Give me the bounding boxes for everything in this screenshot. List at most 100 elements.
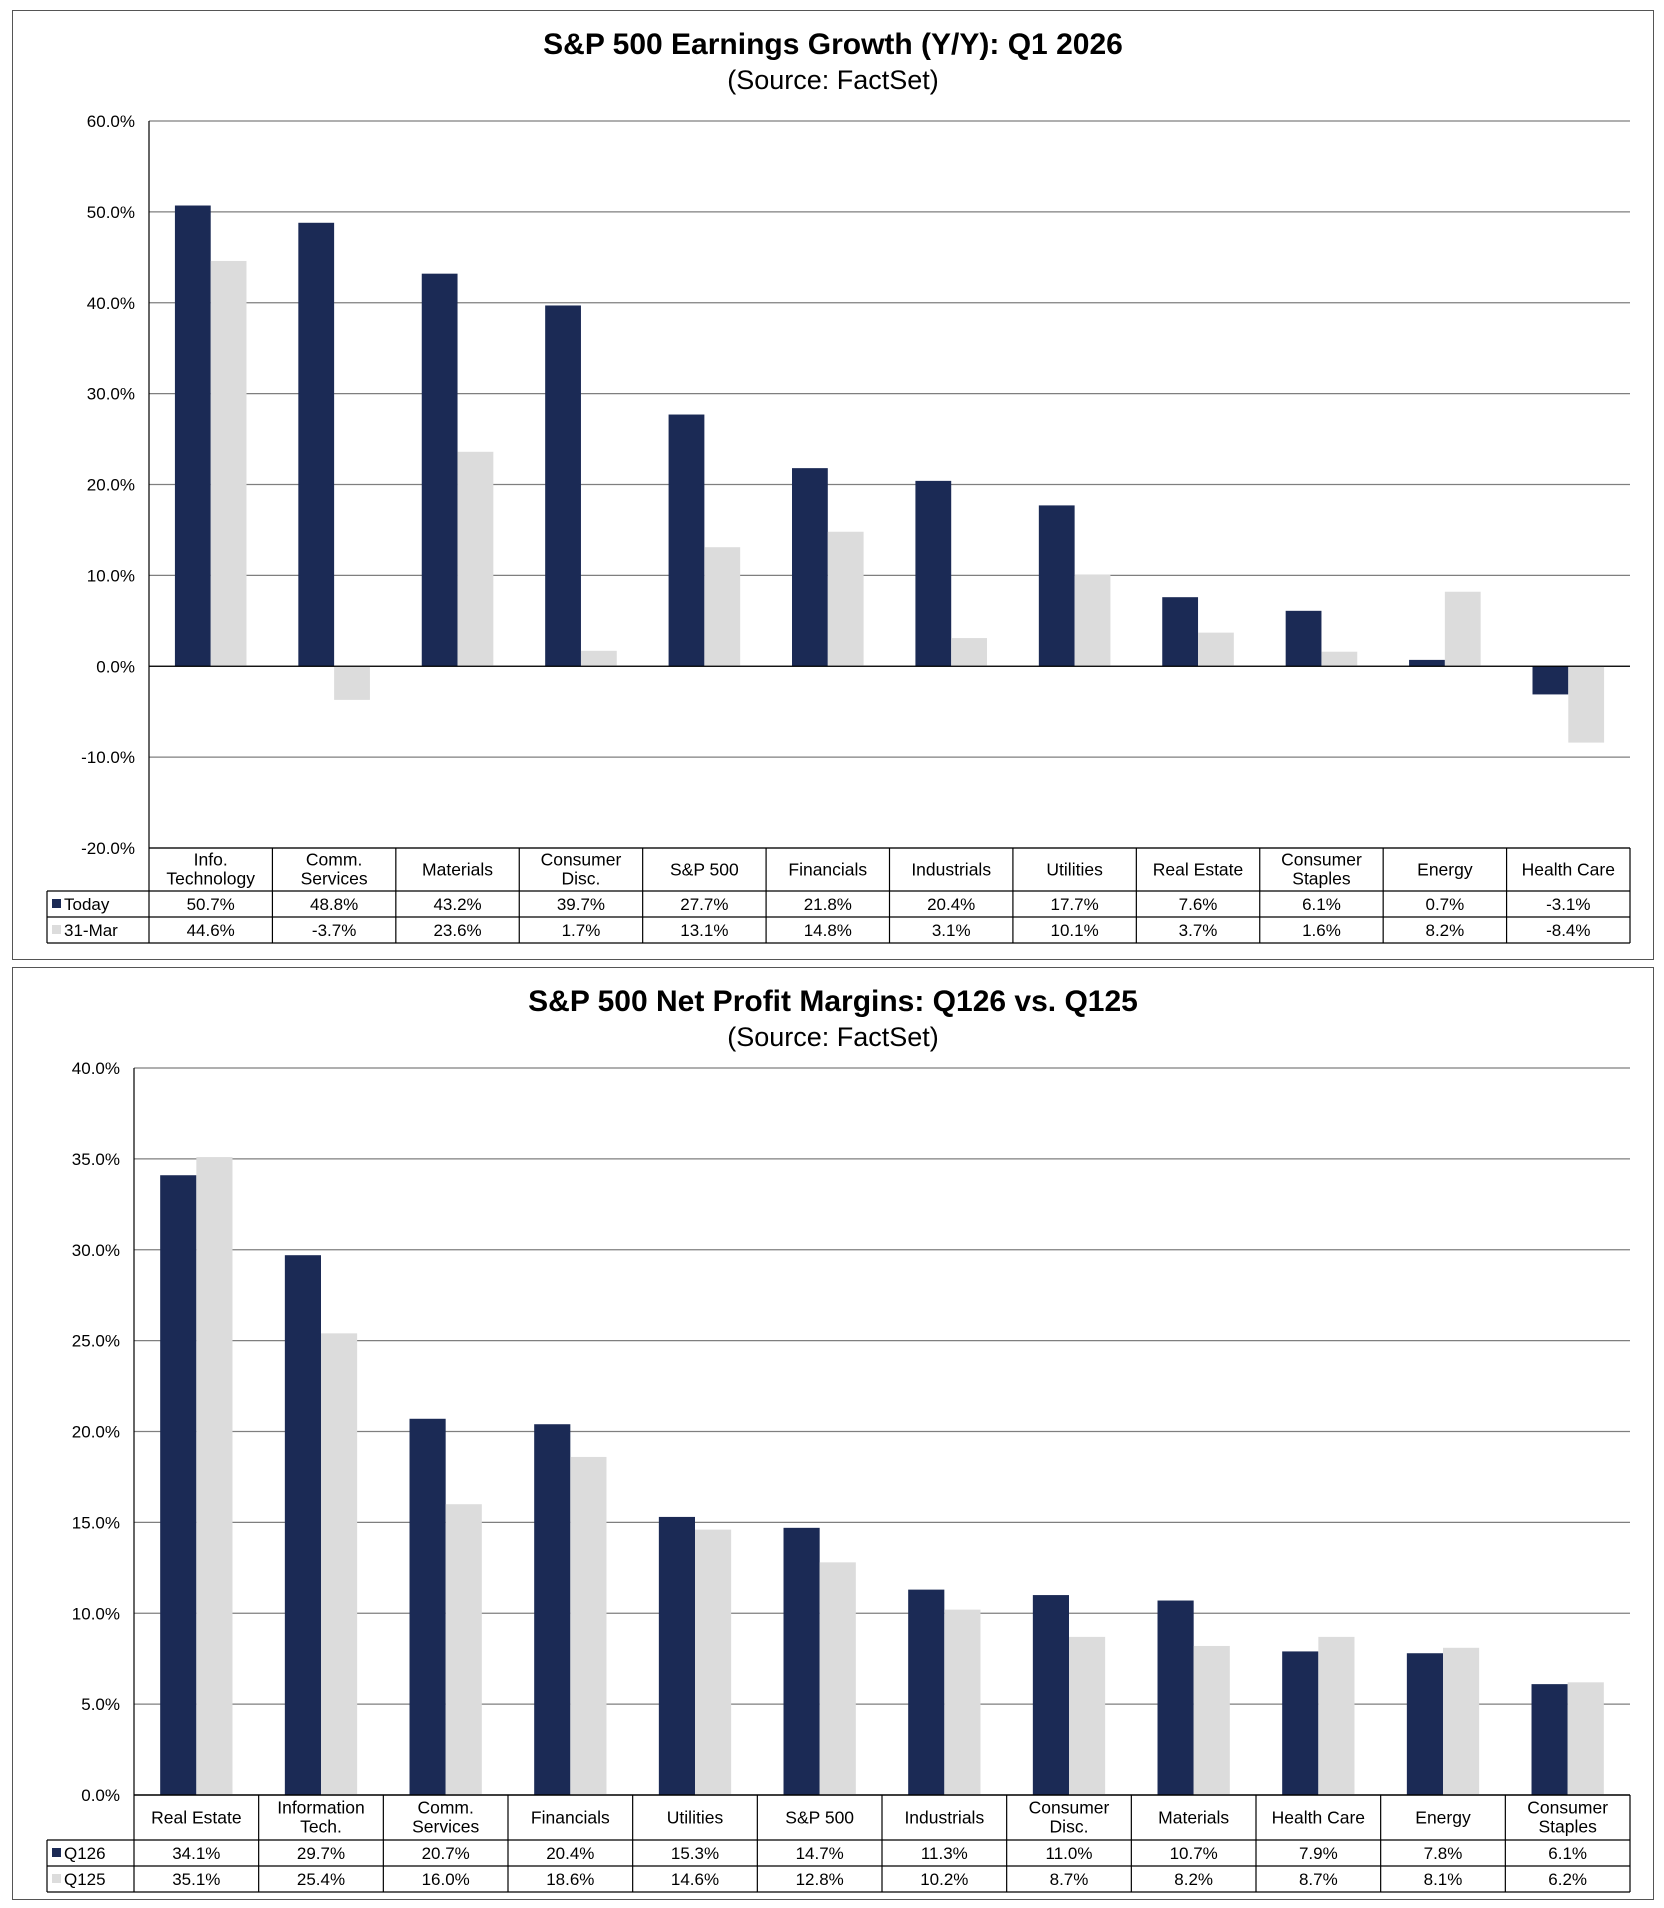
category-label: Industrials (911, 860, 991, 880)
category-label: Comm. (417, 1798, 473, 1818)
bar-series1 (409, 1418, 446, 1795)
data-table-value: 39.7% (557, 895, 605, 914)
category-label: Services (412, 1817, 479, 1837)
bar-series2 (570, 1456, 607, 1795)
data-table-value: 48.8% (310, 895, 358, 914)
data-table-value: 14.6% (671, 1870, 719, 1889)
y-tick-label: 10.0% (72, 1604, 120, 1623)
bar-series2 (819, 1562, 856, 1795)
category-label: Financials (788, 860, 867, 880)
chart-subtitle: (Source: FactSet) (727, 65, 939, 95)
data-table-value: -8.4% (1546, 921, 1590, 940)
bar-series2 (944, 1609, 981, 1795)
data-table-value: 8.1% (1424, 1870, 1463, 1889)
data-table-value: 43.2% (433, 895, 481, 914)
legend-series-name: Q125 (64, 1870, 106, 1889)
bar-series1 (658, 1516, 695, 1795)
y-tick-label: 40.0% (87, 294, 135, 313)
data-table-value: 10.1% (1051, 921, 1099, 940)
category-label: Information (277, 1798, 365, 1818)
data-table-value: 20.7% (422, 1844, 470, 1863)
legend-series-name: 31-Mar (64, 921, 118, 940)
data-table-value: 23.6% (433, 921, 481, 940)
y-tick-label: -20.0% (81, 839, 135, 858)
data-table-value: 8.7% (1299, 1870, 1338, 1889)
category-label: Energy (1417, 860, 1473, 880)
category-label: Real Estate (1153, 860, 1243, 880)
category-label: Staples (1538, 1817, 1597, 1837)
data-table-value: -3.7% (312, 921, 356, 940)
bar-series2 (1069, 1636, 1106, 1795)
data-table-value: 11.0% (1046, 1844, 1093, 1863)
y-tick-label: 60.0% (87, 112, 135, 131)
y-tick-label: 20.0% (72, 1423, 120, 1442)
data-table-value: 20.4% (927, 895, 975, 914)
category-label: Consumer (1527, 1798, 1608, 1818)
y-tick-label: 50.0% (87, 203, 135, 222)
data-table-value: 1.7% (562, 921, 601, 940)
category-label: Staples (1292, 869, 1351, 889)
data-table-value: 35.1% (172, 1870, 220, 1889)
bar-series1 (1285, 610, 1322, 667)
category-label: Disc. (1050, 1817, 1089, 1837)
data-table-value: 18.6% (546, 1870, 594, 1889)
bar-series2 (457, 451, 494, 667)
y-tick-label: 5.0% (81, 1695, 120, 1714)
bar-series1 (1162, 597, 1199, 667)
bar-series1 (545, 305, 581, 667)
data-table-value: 0.7% (1426, 895, 1465, 914)
legend-key-series2 (52, 1874, 61, 1883)
data-table-value: 16.0% (422, 1870, 470, 1889)
bar-series1 (534, 1424, 571, 1795)
bar-series1 (792, 468, 828, 667)
bar-series1 (298, 222, 335, 667)
y-tick-label: 10.0% (87, 566, 135, 585)
chart-title: S&P 500 Net Profit Margins: Q126 vs. Q12… (528, 985, 1138, 1018)
data-table-value: 10.7% (1170, 1844, 1218, 1863)
bar-series1 (160, 1175, 197, 1795)
bar-series1 (1282, 1651, 1319, 1795)
category-label: Consumer (1281, 850, 1362, 870)
y-tick-label: 35.0% (72, 1150, 120, 1169)
data-table-value: 44.6% (187, 921, 235, 940)
y-tick-label: 30.0% (72, 1241, 120, 1260)
data-table-value: 8.7% (1050, 1870, 1089, 1889)
category-label: Industrials (904, 1808, 984, 1828)
bar-series1 (1409, 659, 1445, 667)
data-table-value: 10.2% (920, 1870, 968, 1889)
y-tick-label: 25.0% (72, 1332, 120, 1351)
bar-series1 (668, 414, 705, 667)
data-table-value: 8.2% (1174, 1870, 1213, 1889)
bar-series1 (1157, 1600, 1194, 1795)
category-label: S&P 500 (785, 1808, 854, 1828)
bar-series2 (334, 666, 370, 700)
legend-series-name: Q126 (64, 1844, 106, 1863)
category-label: Health Care (1272, 1808, 1365, 1828)
legend-key-series2 (52, 925, 61, 934)
y-tick-label: 20.0% (87, 476, 135, 495)
data-table-value: 50.7% (187, 895, 235, 914)
bar-series2 (1198, 632, 1234, 667)
bar-series1 (1032, 1595, 1069, 1795)
category-label: Health Care (1522, 860, 1615, 880)
bar-series1 (1038, 505, 1075, 667)
bar-series1 (421, 273, 458, 667)
data-table-value: 6.2% (1548, 1870, 1587, 1889)
bar-series1 (908, 1589, 945, 1795)
category-label: Materials (1158, 1808, 1229, 1828)
chart-subtitle: (Source: FactSet) (727, 1022, 939, 1052)
data-table-value: 14.7% (796, 1844, 844, 1863)
category-label: Consumer (1029, 1798, 1110, 1818)
category-label: Tech. (300, 1817, 342, 1837)
category-label: Consumer (541, 850, 622, 870)
category-label: Disc. (562, 869, 601, 889)
bar-series2 (1567, 1682, 1604, 1795)
bar-series1 (1532, 666, 1569, 695)
legend-series-name: Today (64, 895, 110, 914)
category-label: Comm. (306, 850, 362, 870)
data-table-value: 7.6% (1179, 895, 1218, 914)
bar-series1 (284, 1255, 321, 1795)
bar-series2 (445, 1504, 482, 1795)
bar-series2 (196, 1157, 233, 1795)
bar-series1 (174, 205, 211, 667)
